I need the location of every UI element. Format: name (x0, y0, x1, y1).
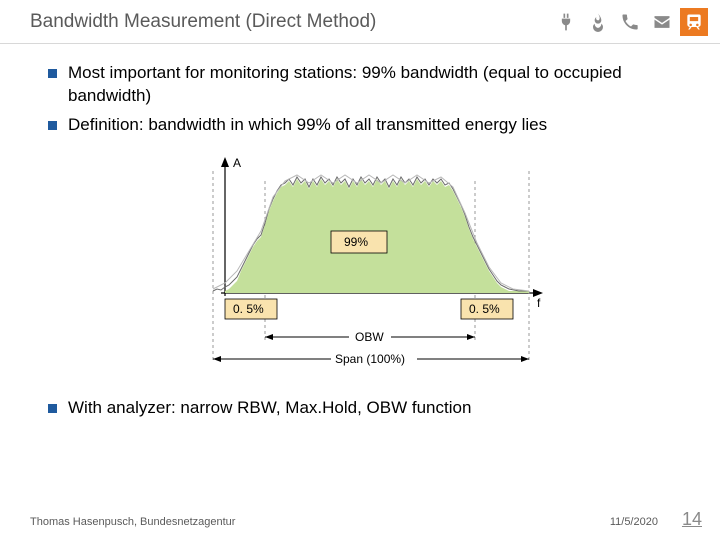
bullet-item: With analyzer: narrow RBW, Max.Hold, OBW… (48, 397, 690, 420)
footer-date: 11/5/2020 (610, 516, 658, 528)
mail-icon (648, 8, 676, 36)
slide-body: Most important for monitoring stations: … (0, 44, 720, 420)
left-label: 0. 5% (233, 302, 264, 316)
slide-footer: Thomas Hasenpusch, Bundesnetzagentur 11/… (0, 509, 720, 530)
bullet-item: Most important for monitoring stations: … (48, 62, 690, 108)
train-icon (680, 8, 708, 36)
bullet-list-bottom: With analyzer: narrow RBW, Max.Hold, OBW… (48, 397, 690, 420)
header-icon-row (552, 8, 708, 36)
spectrum-chart: A f 99% 0. 5% 0. 5% (48, 151, 690, 391)
flame-icon (584, 8, 612, 36)
obw-label: OBW (355, 330, 384, 344)
x-axis-label: f (537, 296, 541, 310)
right-label: 0. 5% (469, 302, 500, 316)
slide-header: Bandwidth Measurement (Direct Method) (0, 0, 720, 44)
y-axis-label: A (233, 156, 241, 170)
footer-author: Thomas Hasenpusch, Bundesnetzagentur (30, 516, 235, 528)
center-label: 99% (344, 235, 368, 249)
plug-icon (552, 8, 580, 36)
phone-icon (616, 8, 644, 36)
span-label: Span (100%) (335, 352, 405, 366)
bullet-item: Definition: bandwidth in which 99% of al… (48, 114, 690, 137)
slide-title: Bandwidth Measurement (Direct Method) (30, 11, 376, 33)
bullet-list-top: Most important for monitoring stations: … (48, 62, 690, 137)
page-number: 14 (682, 509, 702, 530)
